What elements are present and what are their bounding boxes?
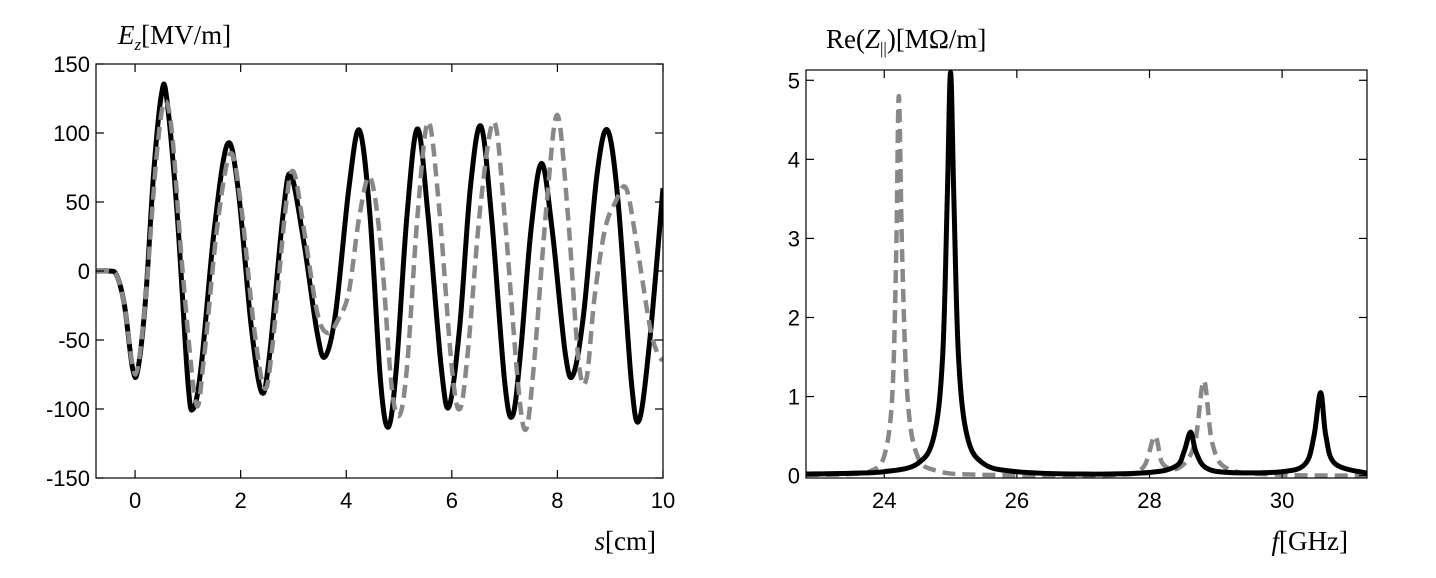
y-tick-label: 3	[788, 226, 800, 251]
x-axis-label: f[GHz]	[1272, 526, 1348, 556]
plot-frame	[805, 69, 1368, 479]
label-symbol: E	[117, 20, 135, 50]
y-tick-label: 0	[78, 259, 90, 284]
y-tick-label: 1	[788, 385, 800, 410]
x-tick-label: 4	[340, 488, 352, 513]
y-tick-label: 100	[53, 121, 90, 146]
label-symbol: Z	[865, 24, 881, 54]
x-tick-label: 0	[129, 488, 141, 513]
label-text: Re(	[826, 24, 865, 54]
y-axis-label: Ez[MV/m]	[117, 20, 231, 54]
x-tick-label: 24	[872, 488, 896, 513]
x-tick-label: 8	[551, 488, 563, 513]
series-line	[806, 70, 1367, 477]
plot: 0 2 4 6 8 10 -150 -100 -50 0 50 100 150	[46, 52, 675, 513]
x-tick-label: 30	[1270, 488, 1294, 513]
label-symbol: s	[595, 526, 606, 556]
x-tick-label: 10	[651, 488, 675, 513]
series-line	[96, 81, 663, 430]
label-unit: [MV/m]	[141, 20, 231, 50]
series-line	[806, 93, 1367, 478]
label-symbol: f	[1272, 526, 1283, 556]
y-tick-label: 50	[66, 190, 90, 215]
plot: 24 26 28 30 0 1 2 3 4 5	[788, 68, 1368, 513]
x-axis-label: s[cm]	[595, 526, 656, 556]
x-tick-label: 26	[1005, 488, 1029, 513]
y-tick-label: -150	[46, 466, 90, 491]
y-tick-label: 2	[788, 305, 800, 330]
x-tick-label: 2	[235, 488, 247, 513]
y-tick-label: -100	[46, 397, 90, 422]
x-tick-label: 28	[1137, 488, 1161, 513]
y-tick-label: 0	[788, 464, 800, 489]
y-tick-label: 4	[788, 147, 800, 172]
label-unit: [GHz]	[1279, 526, 1348, 556]
label-unit: [cm]	[605, 526, 656, 556]
y-tick-label: 5	[788, 68, 800, 93]
x-tick-label: 6	[446, 488, 458, 513]
y-tick-label: -50	[58, 328, 90, 353]
label-subscript: ||	[880, 39, 887, 58]
label-subscript: z	[134, 35, 142, 54]
y-axis-label: Re(Z||)[MΩ/m]	[826, 24, 986, 58]
y-tick-label: 150	[53, 52, 90, 77]
label-unit: )[MΩ/m]	[887, 24, 987, 54]
